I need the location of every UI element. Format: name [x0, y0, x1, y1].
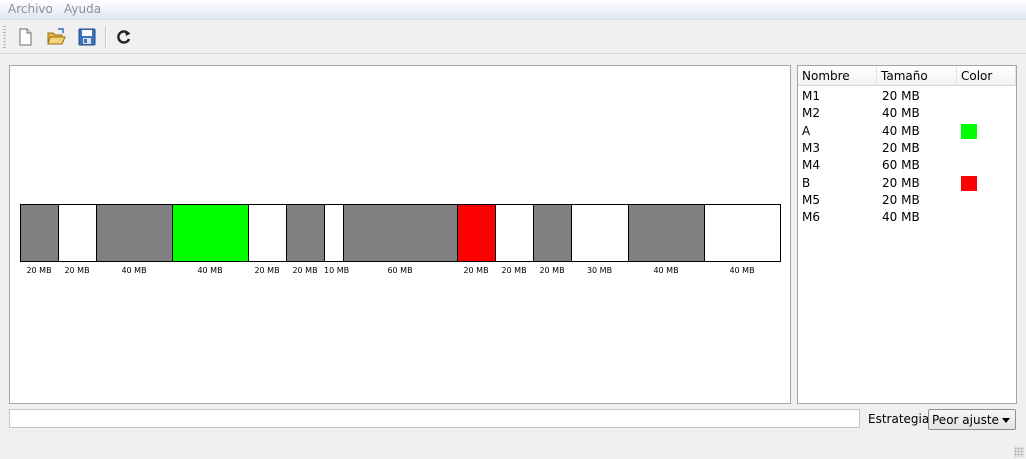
color-swatch — [961, 175, 977, 191]
strategy-label: Estrategia: — [868, 412, 934, 426]
memory-block-label: 40 MB — [121, 266, 147, 275]
size-grip-icon[interactable] — [1014, 447, 1024, 457]
cell-nombre: M2 — [802, 106, 820, 121]
memory-block-label: 30 MB — [586, 266, 613, 275]
toolbar — [0, 20, 1026, 54]
memory-block-label: 20 MB — [26, 266, 52, 275]
cell-tamano: 20 MB — [882, 192, 920, 207]
table-row[interactable]: M1 20 MB — [798, 88, 1016, 105]
process-table[interactable]: Nombre Tamaño Color M1 20 MB M2 40 MB A 40 MB… — [797, 65, 1017, 404]
cell-nombre: B — [802, 175, 811, 190]
memory-block — [628, 204, 705, 262]
refresh-icon[interactable] — [113, 26, 135, 48]
memory-block — [20, 204, 59, 262]
cell-tamano: 20 MB — [882, 140, 920, 155]
save-icon[interactable] — [76, 26, 98, 48]
menu-ayuda[interactable]: Ayuda — [64, 2, 102, 16]
cell-tamano: 20 MB — [882, 89, 920, 103]
cell-tamano: 40 MB — [882, 210, 920, 225]
memory-block — [96, 204, 173, 262]
memory-block-label: 60 MB — [387, 266, 413, 275]
color-swatch — [961, 123, 977, 139]
memory-map-panel: 20 MB 20 MB 40 MB 40 MB 20 MB 20 MB 10 MB 60 MB… — [9, 65, 791, 404]
memory-block — [286, 204, 325, 262]
memory-block-label: 20 MB — [463, 266, 489, 275]
toolbar-separator — [105, 26, 107, 48]
toolbar-grip[interactable] — [3, 26, 6, 48]
memory-block — [457, 204, 496, 262]
cell-tamano: 60 MB — [882, 158, 920, 173]
memory-block — [533, 204, 572, 262]
memory-block-label: 20 MB — [539, 266, 565, 275]
cell-nombre: M5 — [802, 192, 820, 207]
memory-block — [324, 204, 344, 262]
cell-nombre: M1 — [802, 89, 820, 103]
chevron-down-icon — [1002, 418, 1010, 423]
cell-nombre: M4 — [802, 158, 820, 173]
memory-block — [495, 204, 534, 262]
cell-nombre: A — [802, 123, 811, 138]
table-row[interactable]: A 40 MB — [798, 123, 1016, 140]
memory-block-label: 40 MB — [653, 266, 679, 275]
table-row[interactable]: M2 40 MB — [798, 105, 1016, 122]
memory-block-label: 10 MB — [324, 266, 350, 275]
strategy-selected-value: Peor ajuste — [932, 413, 999, 427]
memory-block-label: 20 MB — [254, 266, 280, 275]
menu-bar: Archivo Ayuda — [0, 0, 1026, 20]
command-input[interactable] — [9, 409, 860, 428]
memory-block — [343, 204, 458, 262]
open-folder-icon[interactable] — [45, 26, 67, 48]
memory-block-label: 40 MB — [197, 266, 223, 275]
memory-block-label: 20 MB — [501, 266, 527, 275]
column-header-color[interactable]: Color — [957, 66, 1016, 86]
memory-block-label: 20 MB — [64, 266, 90, 275]
memory-block — [58, 204, 97, 262]
memory-block-label: 20 MB — [292, 266, 318, 275]
cell-nombre: M6 — [802, 210, 820, 225]
cell-nombre: M3 — [802, 140, 820, 155]
new-file-icon[interactable] — [14, 26, 36, 48]
memory-block — [704, 204, 781, 262]
memory-block — [248, 204, 287, 262]
column-header-nombre[interactable]: Nombre — [798, 66, 877, 86]
column-header-tamano[interactable]: Tamaño — [877, 66, 957, 86]
table-row[interactable]: B 20 MB — [798, 175, 1016, 192]
table-row[interactable]: M3 20 MB — [798, 140, 1016, 157]
cell-tamano: 40 MB — [882, 106, 920, 121]
strategy-dropdown[interactable]: Peor ajuste — [928, 409, 1016, 430]
cell-tamano: 20 MB — [882, 175, 920, 190]
table-row[interactable]: M6 40 MB — [798, 209, 1016, 226]
memory-block — [571, 204, 629, 262]
table-row[interactable]: M4 60 MB — [798, 157, 1016, 174]
memory-block — [172, 204, 249, 262]
cell-tamano: 40 MB — [882, 123, 920, 138]
menu-archivo[interactable]: Archivo — [8, 2, 53, 16]
memory-block-label: 40 MB — [729, 266, 755, 275]
table-row[interactable]: M5 20 MB — [798, 192, 1016, 209]
